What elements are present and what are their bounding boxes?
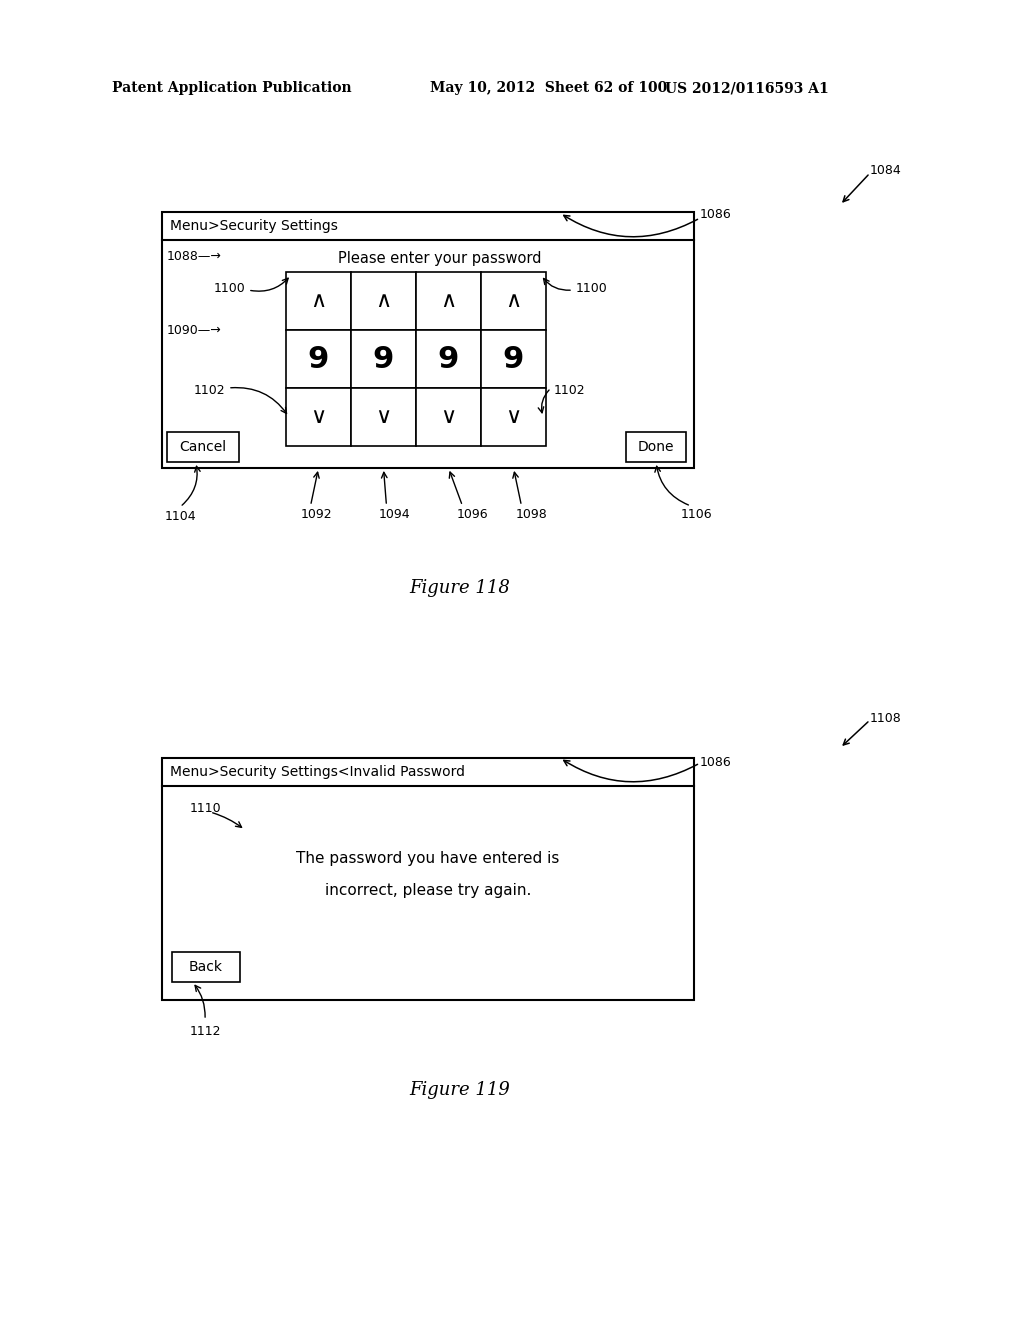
Text: 1084: 1084 bbox=[870, 164, 902, 177]
Text: 1108: 1108 bbox=[870, 711, 902, 725]
Text: incorrect, please try again.: incorrect, please try again. bbox=[325, 883, 531, 898]
Text: 1100: 1100 bbox=[575, 282, 608, 296]
Bar bbox=[172, 952, 240, 982]
Text: 1102: 1102 bbox=[554, 384, 586, 396]
Text: 9: 9 bbox=[438, 345, 459, 374]
Text: 1086: 1086 bbox=[700, 755, 732, 768]
Text: ∨: ∨ bbox=[440, 407, 457, 426]
Text: ∧: ∧ bbox=[310, 290, 327, 312]
Text: 1098: 1098 bbox=[515, 508, 547, 521]
Bar bbox=[351, 330, 416, 388]
Bar bbox=[481, 388, 546, 446]
Text: The password you have entered is: The password you have entered is bbox=[296, 850, 560, 866]
Text: May 10, 2012  Sheet 62 of 100: May 10, 2012 Sheet 62 of 100 bbox=[430, 81, 668, 95]
Text: 1092: 1092 bbox=[300, 508, 332, 521]
Text: Patent Application Publication: Patent Application Publication bbox=[112, 81, 351, 95]
Bar bbox=[286, 330, 351, 388]
Text: 1096: 1096 bbox=[457, 508, 488, 521]
Text: 9: 9 bbox=[308, 345, 329, 374]
Text: 1104: 1104 bbox=[165, 510, 197, 523]
Text: ∧: ∧ bbox=[506, 290, 521, 312]
Bar bbox=[481, 272, 546, 330]
Text: 1086: 1086 bbox=[700, 209, 732, 222]
Text: Menu>Security Settings<Invalid Password: Menu>Security Settings<Invalid Password bbox=[170, 766, 465, 779]
Text: Done: Done bbox=[638, 440, 674, 454]
Text: 9: 9 bbox=[373, 345, 394, 374]
Bar bbox=[626, 432, 686, 462]
Bar bbox=[286, 388, 351, 446]
Bar bbox=[162, 213, 694, 469]
Bar bbox=[416, 272, 481, 330]
Bar bbox=[351, 388, 416, 446]
Text: 1088—→: 1088—→ bbox=[167, 251, 222, 264]
Text: Please enter your password: Please enter your password bbox=[338, 251, 542, 265]
Text: Figure 118: Figure 118 bbox=[410, 579, 510, 597]
Bar bbox=[481, 330, 546, 388]
Text: 1102: 1102 bbox=[194, 384, 225, 396]
Text: Figure 119: Figure 119 bbox=[410, 1081, 510, 1100]
Text: 1110: 1110 bbox=[190, 801, 221, 814]
Text: Cancel: Cancel bbox=[179, 440, 226, 454]
Text: 1094: 1094 bbox=[379, 508, 411, 521]
Text: 1106: 1106 bbox=[681, 508, 713, 521]
Bar bbox=[416, 330, 481, 388]
Bar bbox=[416, 388, 481, 446]
Text: ∨: ∨ bbox=[506, 407, 521, 426]
Text: 1090—→: 1090—→ bbox=[167, 323, 222, 337]
Text: ∧: ∧ bbox=[440, 290, 457, 312]
Bar bbox=[167, 432, 239, 462]
Text: ∨: ∨ bbox=[376, 407, 391, 426]
Bar bbox=[286, 272, 351, 330]
Bar bbox=[351, 272, 416, 330]
Text: Menu>Security Settings: Menu>Security Settings bbox=[170, 219, 338, 234]
Text: ∨: ∨ bbox=[310, 407, 327, 426]
Text: Back: Back bbox=[189, 960, 223, 974]
Text: US 2012/0116593 A1: US 2012/0116593 A1 bbox=[665, 81, 828, 95]
Text: 1100: 1100 bbox=[213, 282, 245, 296]
Text: 9: 9 bbox=[503, 345, 524, 374]
Text: 1112: 1112 bbox=[190, 1026, 221, 1038]
Bar bbox=[162, 758, 694, 1001]
Text: ∧: ∧ bbox=[376, 290, 391, 312]
